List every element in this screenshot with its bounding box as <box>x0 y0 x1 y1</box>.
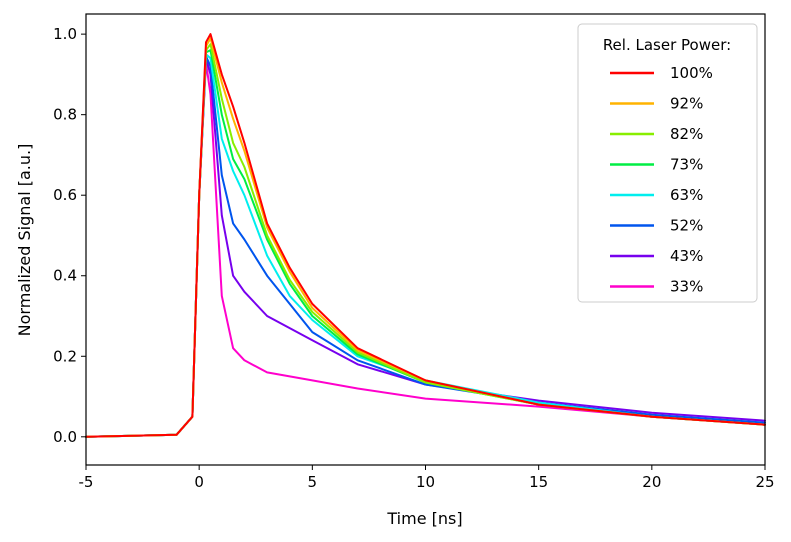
series-layer <box>85 33 766 438</box>
x-tick-label: -5 <box>79 473 94 491</box>
legend-title: Rel. Laser Power: <box>603 36 731 54</box>
legend-label: 52% <box>670 217 703 235</box>
legend-label: 82% <box>670 125 703 143</box>
legend-box <box>577 23 758 303</box>
x-axis-ticks: -5 0 5 10 15 20 25 <box>79 465 775 491</box>
legend-label: 73% <box>670 156 703 174</box>
x-axis-title: Time [ns] <box>386 509 462 528</box>
x-tick-label: 10 <box>416 473 435 491</box>
y-tick-label: 0.4 <box>53 267 77 285</box>
y-tick-label: 0.6 <box>53 186 77 204</box>
y-axis-ticks: 0.0 0.2 0.4 0.6 0.8 1.0 <box>53 25 86 446</box>
legend-label: 100% <box>670 64 713 82</box>
x-tick-label: 25 <box>755 473 774 491</box>
legend: Rel. Laser Power: 100% 92% 82% 73% 63% 52% 43%… <box>577 23 758 303</box>
y-tick-label: 0.8 <box>53 106 77 124</box>
y-axis-title: Normalized Signal [a.u.] <box>15 144 34 337</box>
y-tick-label: 1.0 <box>53 25 77 43</box>
legend-items: 100% 92% 82% 73% 63% 52% 43% 33% <box>610 64 713 296</box>
legend-label: 33% <box>670 278 703 296</box>
series-line-100pct <box>85 33 766 438</box>
legend-label: 92% <box>670 95 703 113</box>
x-tick-label: 15 <box>529 473 548 491</box>
y-tick-label: 0.0 <box>53 428 77 446</box>
y-tick-label: 0.2 <box>53 347 77 365</box>
x-tick-label: 20 <box>642 473 661 491</box>
legend-label: 43% <box>670 247 703 265</box>
x-tick-label: 0 <box>194 473 204 491</box>
legend-label: 63% <box>670 186 703 204</box>
x-tick-label: 5 <box>308 473 318 491</box>
